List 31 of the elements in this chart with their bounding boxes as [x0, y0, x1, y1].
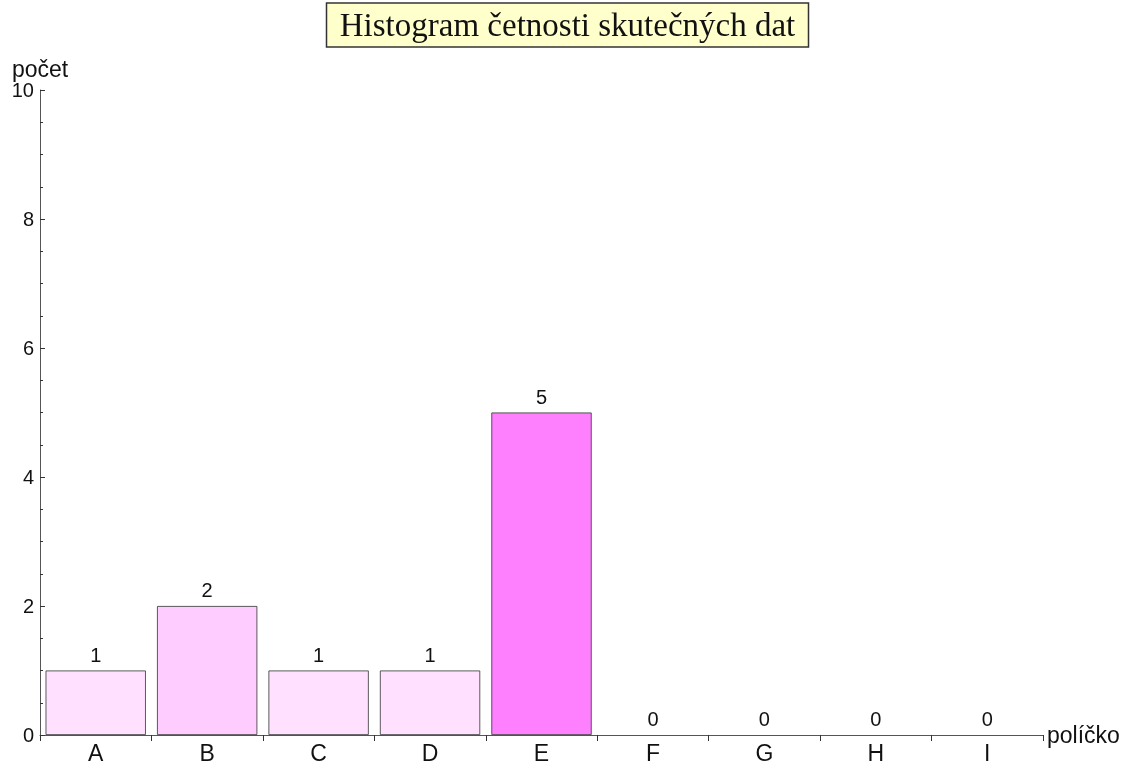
y-axis-title: počet: [11, 55, 69, 82]
x-tick-label: D: [421, 739, 439, 766]
x-axis-title: políčko: [1047, 722, 1120, 748]
bar: [379, 670, 481, 735]
x-tick-label: E: [533, 739, 550, 766]
data-label: 0: [647, 708, 659, 730]
x-tick-label: A: [88, 739, 105, 766]
data-label: 5: [535, 385, 548, 408]
x-tick-label: I: [984, 739, 991, 766]
bar: [45, 670, 146, 735]
x-tick-label: B: [199, 739, 215, 766]
y-tick-label: 0: [22, 724, 34, 746]
y-tick-label: 2: [22, 595, 34, 617]
data-label: 0: [981, 708, 993, 730]
data-label: 0: [758, 708, 770, 730]
data-label: 0: [870, 708, 882, 730]
y-tick-label: 4: [22, 466, 34, 488]
data-label: 1: [90, 643, 102, 666]
y-tick-label: 8: [22, 208, 34, 230]
chart-title: Histogram četnosti skutečných dat: [339, 6, 796, 43]
data-label: 1: [424, 643, 436, 666]
x-tick-label: H: [867, 739, 885, 766]
bar: [268, 670, 369, 735]
x-tick-label: F: [645, 739, 660, 766]
bar: [157, 606, 258, 735]
bar: [491, 412, 592, 735]
data-label: 1: [313, 643, 325, 666]
data-label: 2: [201, 579, 213, 601]
x-tick-label: C: [310, 739, 327, 766]
y-tick-label: 6: [22, 337, 34, 359]
x-tick-label: G: [755, 739, 774, 766]
